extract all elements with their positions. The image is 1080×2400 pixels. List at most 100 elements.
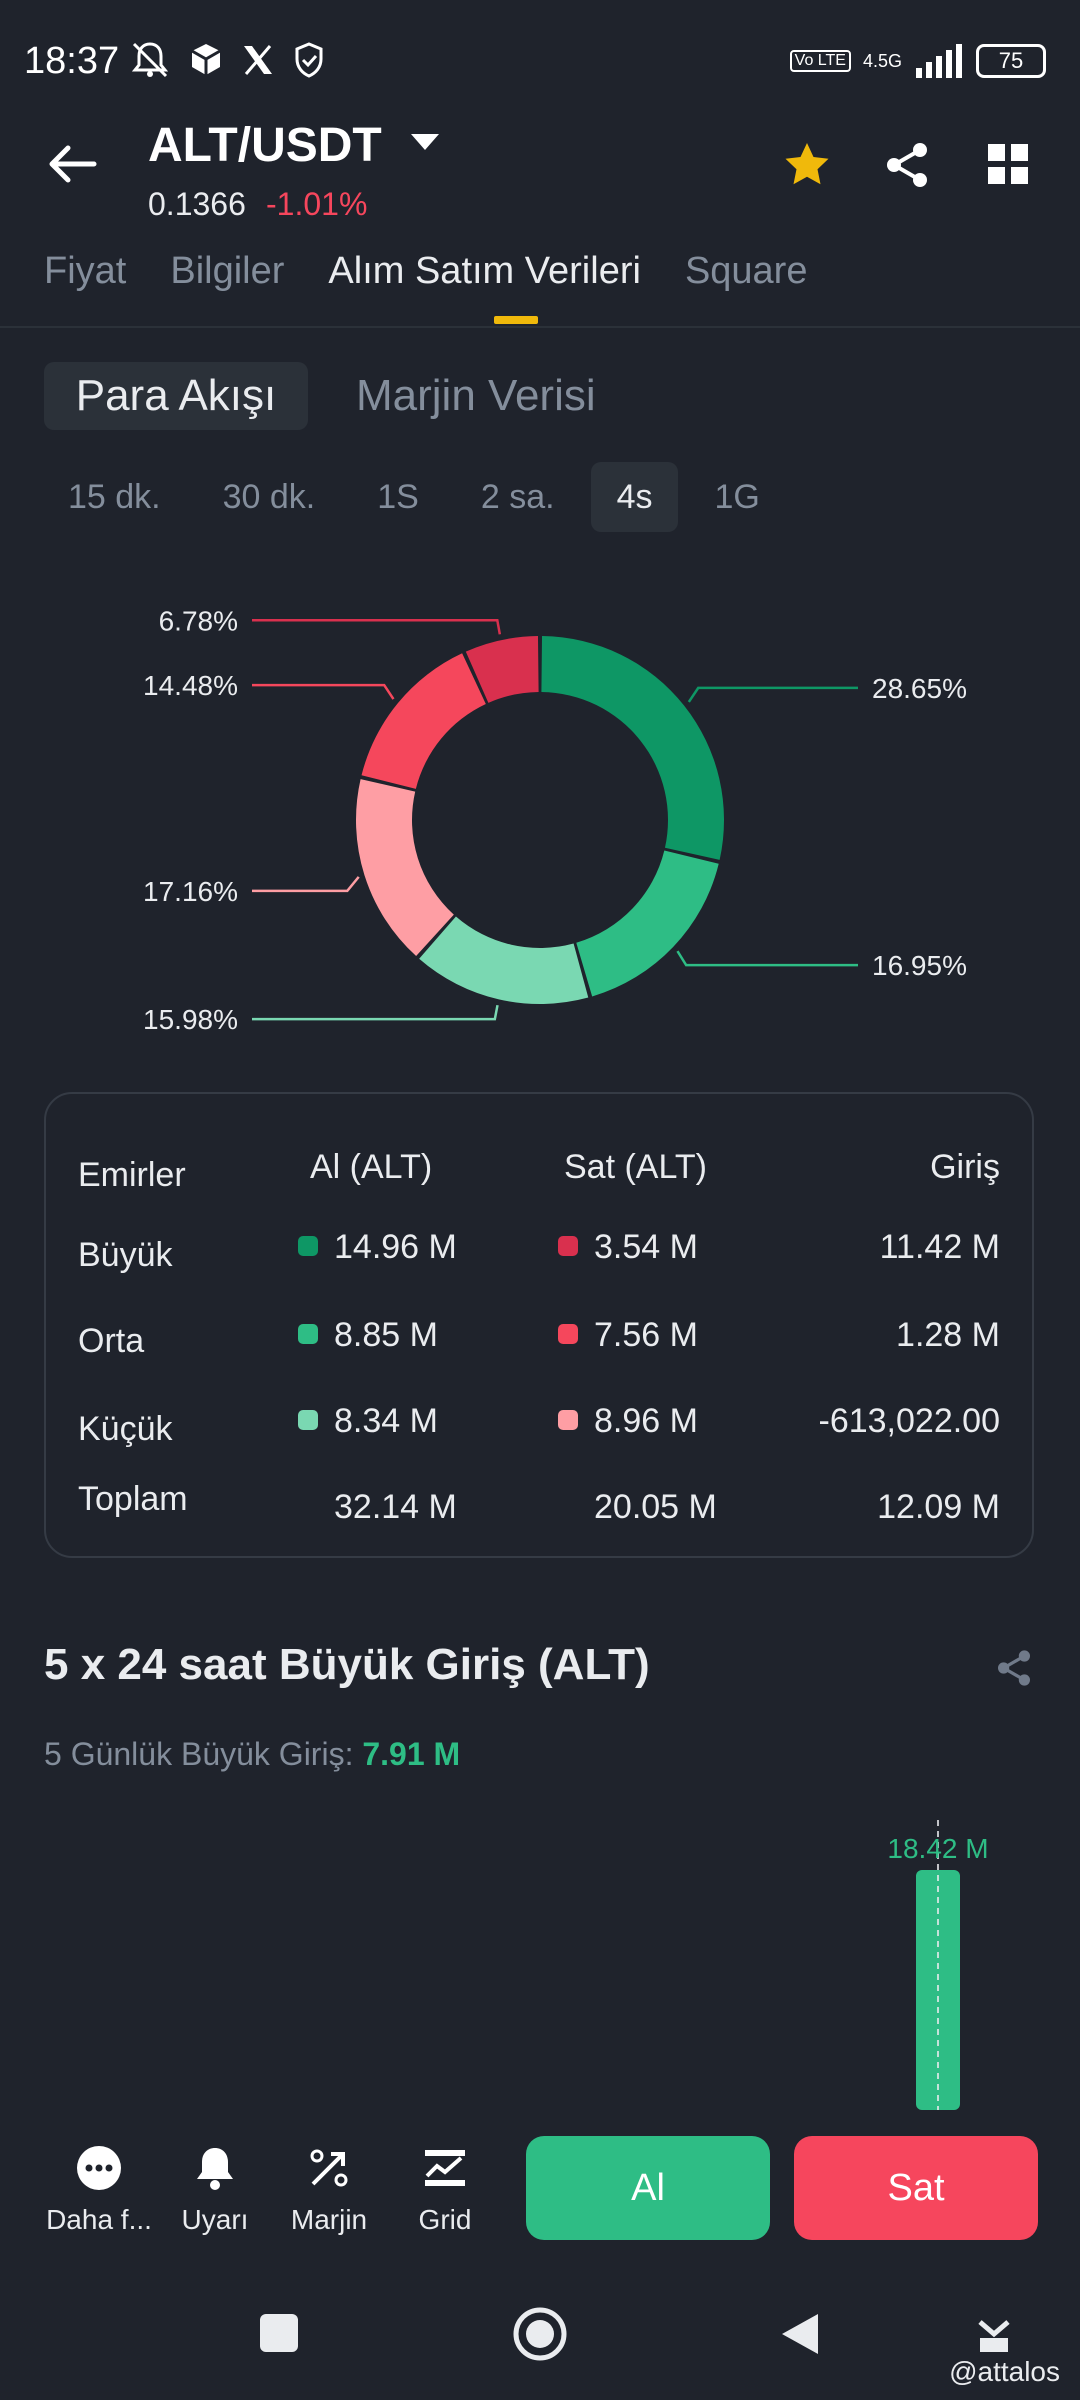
star-icon[interactable]	[782, 140, 832, 190]
sell-total: 20.05 M	[594, 1488, 717, 1526]
battery-icon: 75	[976, 44, 1046, 78]
col-header-al: Al (ALT)	[310, 1148, 433, 1186]
status-time: 18:37	[24, 40, 120, 82]
table-row: Küçük 8.34 M 8.96 M -613,022.00	[46, 1402, 1032, 1452]
row-label: Küçük	[78, 1410, 173, 1448]
sell-cell: 7.56 M	[558, 1316, 698, 1355]
price-change: -1.01%	[266, 186, 368, 222]
table-row: Orta 8.85 M 7.56 M 1.28 M	[46, 1316, 1032, 1366]
donut-slice	[356, 779, 454, 957]
bell-off-icon	[131, 42, 169, 78]
net-cell: 1.28 M	[896, 1316, 1000, 1354]
table-row-total: Toplam 32.14 M 20.05 M 12.09 M	[46, 1480, 1032, 1530]
five-day-inflow-value: 7.91 M	[362, 1736, 461, 1772]
interval-1g[interactable]: 1G	[714, 478, 760, 516]
net-cell: -613,022.00	[818, 1402, 1001, 1440]
grid-bot-icon	[425, 2150, 465, 2186]
watermark: @attalos	[949, 2356, 1060, 2387]
caret-down-icon[interactable]	[408, 130, 442, 154]
interval-30dk[interactable]: 30 dk.	[222, 478, 316, 516]
buy-color-dot	[298, 1410, 318, 1430]
buy-cell: 8.34 M	[298, 1402, 438, 1441]
home-icon[interactable]	[512, 2306, 568, 2362]
donut-slice-label: 14.48%	[143, 670, 238, 701]
net-total: 12.09 M	[877, 1488, 1000, 1526]
col-header-emirler: Emirler	[78, 1156, 186, 1194]
donut-slice	[465, 636, 539, 703]
donut-leader-line	[687, 686, 858, 703]
signal-icon	[916, 44, 962, 78]
donut-slice	[541, 636, 724, 860]
tab-alim-satim-verileri[interactable]: Alım Satım Verileri	[328, 250, 641, 292]
tab-active-indicator	[494, 316, 538, 324]
donut-leader-line	[676, 950, 858, 967]
share-icon[interactable]	[994, 1648, 1034, 1688]
row-label: Toplam	[78, 1480, 188, 1518]
donut-slice	[361, 653, 486, 789]
back-nav-icon[interactable]	[778, 2310, 822, 2358]
subtab-para-akisi[interactable]: Para Akışı	[44, 362, 308, 430]
donut-slice-label: 28.65%	[872, 673, 967, 704]
buy-cell: 14.96 M	[298, 1228, 457, 1267]
grid-action[interactable]: Grid	[390, 2140, 500, 2236]
five-day-inflow-label: 5 Günlük Büyük Giriş:	[44, 1736, 354, 1772]
more-label: Daha f...	[46, 2204, 152, 2235]
donut-slice-label: 15.98%	[143, 1004, 238, 1035]
col-header-sat: Sat (ALT)	[564, 1148, 707, 1186]
percent-arrow-icon	[310, 2149, 348, 2187]
interval-15dk[interactable]: 15 dk.	[68, 478, 161, 516]
row-label: Büyük	[78, 1236, 173, 1274]
bell-icon	[197, 2148, 233, 2190]
sell-color-dot	[558, 1324, 578, 1344]
status-icons	[128, 40, 326, 80]
table-row: Büyük 14.96 M 3.54 M 11.42 M	[46, 1228, 1032, 1278]
donut-leader-line	[252, 1004, 499, 1021]
tab-fiyat[interactable]: Fiyat	[44, 250, 127, 292]
back-arrow-icon[interactable]	[46, 142, 98, 186]
col-header-giris: Giriş	[930, 1148, 1000, 1186]
grid-label: Grid	[418, 2204, 472, 2235]
share-icon[interactable]	[882, 140, 932, 190]
sell-cell: 8.96 M	[558, 1402, 698, 1441]
donut-slice-label: 17.16%	[143, 876, 238, 907]
donut-leader-line	[252, 619, 502, 635]
money-flow-table: Emirler Al (ALT) Sat (ALT) Giriş Büyük 1…	[44, 1092, 1034, 1558]
recents-icon[interactable]	[258, 2312, 300, 2354]
net-cell: 11.42 M	[879, 1228, 1000, 1266]
shield-icon	[295, 42, 323, 78]
sell-color-dot	[558, 1410, 578, 1430]
chevron-down-icon[interactable]	[976, 2316, 1012, 2356]
buy-button[interactable]: Al	[526, 2136, 770, 2240]
sell-button[interactable]: Sat	[794, 2136, 1038, 2240]
interval-4s[interactable]: 4s	[590, 462, 679, 532]
pair-title[interactable]: ALT/USDT	[148, 119, 382, 172]
grid-icon[interactable]	[986, 142, 1030, 186]
main-tabs: Fiyat Bilgiler Alım Satım Verileri Squar…	[44, 250, 807, 330]
status-bar: 18:37 Vo LTE 4.5G 75	[0, 0, 1080, 130]
more-action[interactable]: Daha f...	[44, 2140, 154, 2236]
large-inflow-bar-chart: 18.42 M	[887, 1820, 989, 2110]
buy-color-dot	[298, 1236, 318, 1256]
buy-total: 32.14 M	[334, 1488, 457, 1526]
subtab-marjin-verisi[interactable]: Marjin Verisi	[356, 371, 596, 420]
large-inflow-title: 5 x 24 saat Büyük Giriş (ALT)	[44, 1640, 650, 1689]
sell-color-dot	[558, 1236, 578, 1256]
margin-label: Marjin	[290, 2204, 368, 2235]
donut-leader-line	[252, 683, 395, 700]
alert-action[interactable]: Uyarı	[160, 2140, 270, 2236]
last-price: 0.1366	[148, 186, 246, 222]
buy-color-dot	[298, 1324, 318, 1344]
x-logo-icon	[244, 45, 272, 75]
margin-action[interactable]: Marjin	[274, 2140, 384, 2236]
donut-slice-label: 16.95%	[872, 950, 967, 981]
donut-slice	[419, 916, 589, 1004]
row-label: Orta	[78, 1322, 145, 1360]
interval-2sa[interactable]: 2 sa.	[480, 478, 555, 516]
tab-square[interactable]: Square	[684, 250, 808, 292]
cube-icon	[191, 44, 221, 75]
interval-1s[interactable]: 1S	[377, 478, 419, 516]
alert-label: Uyarı	[181, 2204, 249, 2235]
system-nav-bar	[0, 2280, 1080, 2400]
volte-badge: Vo LTE	[789, 50, 851, 72]
tab-bilgiler[interactable]: Bilgiler	[170, 250, 285, 292]
